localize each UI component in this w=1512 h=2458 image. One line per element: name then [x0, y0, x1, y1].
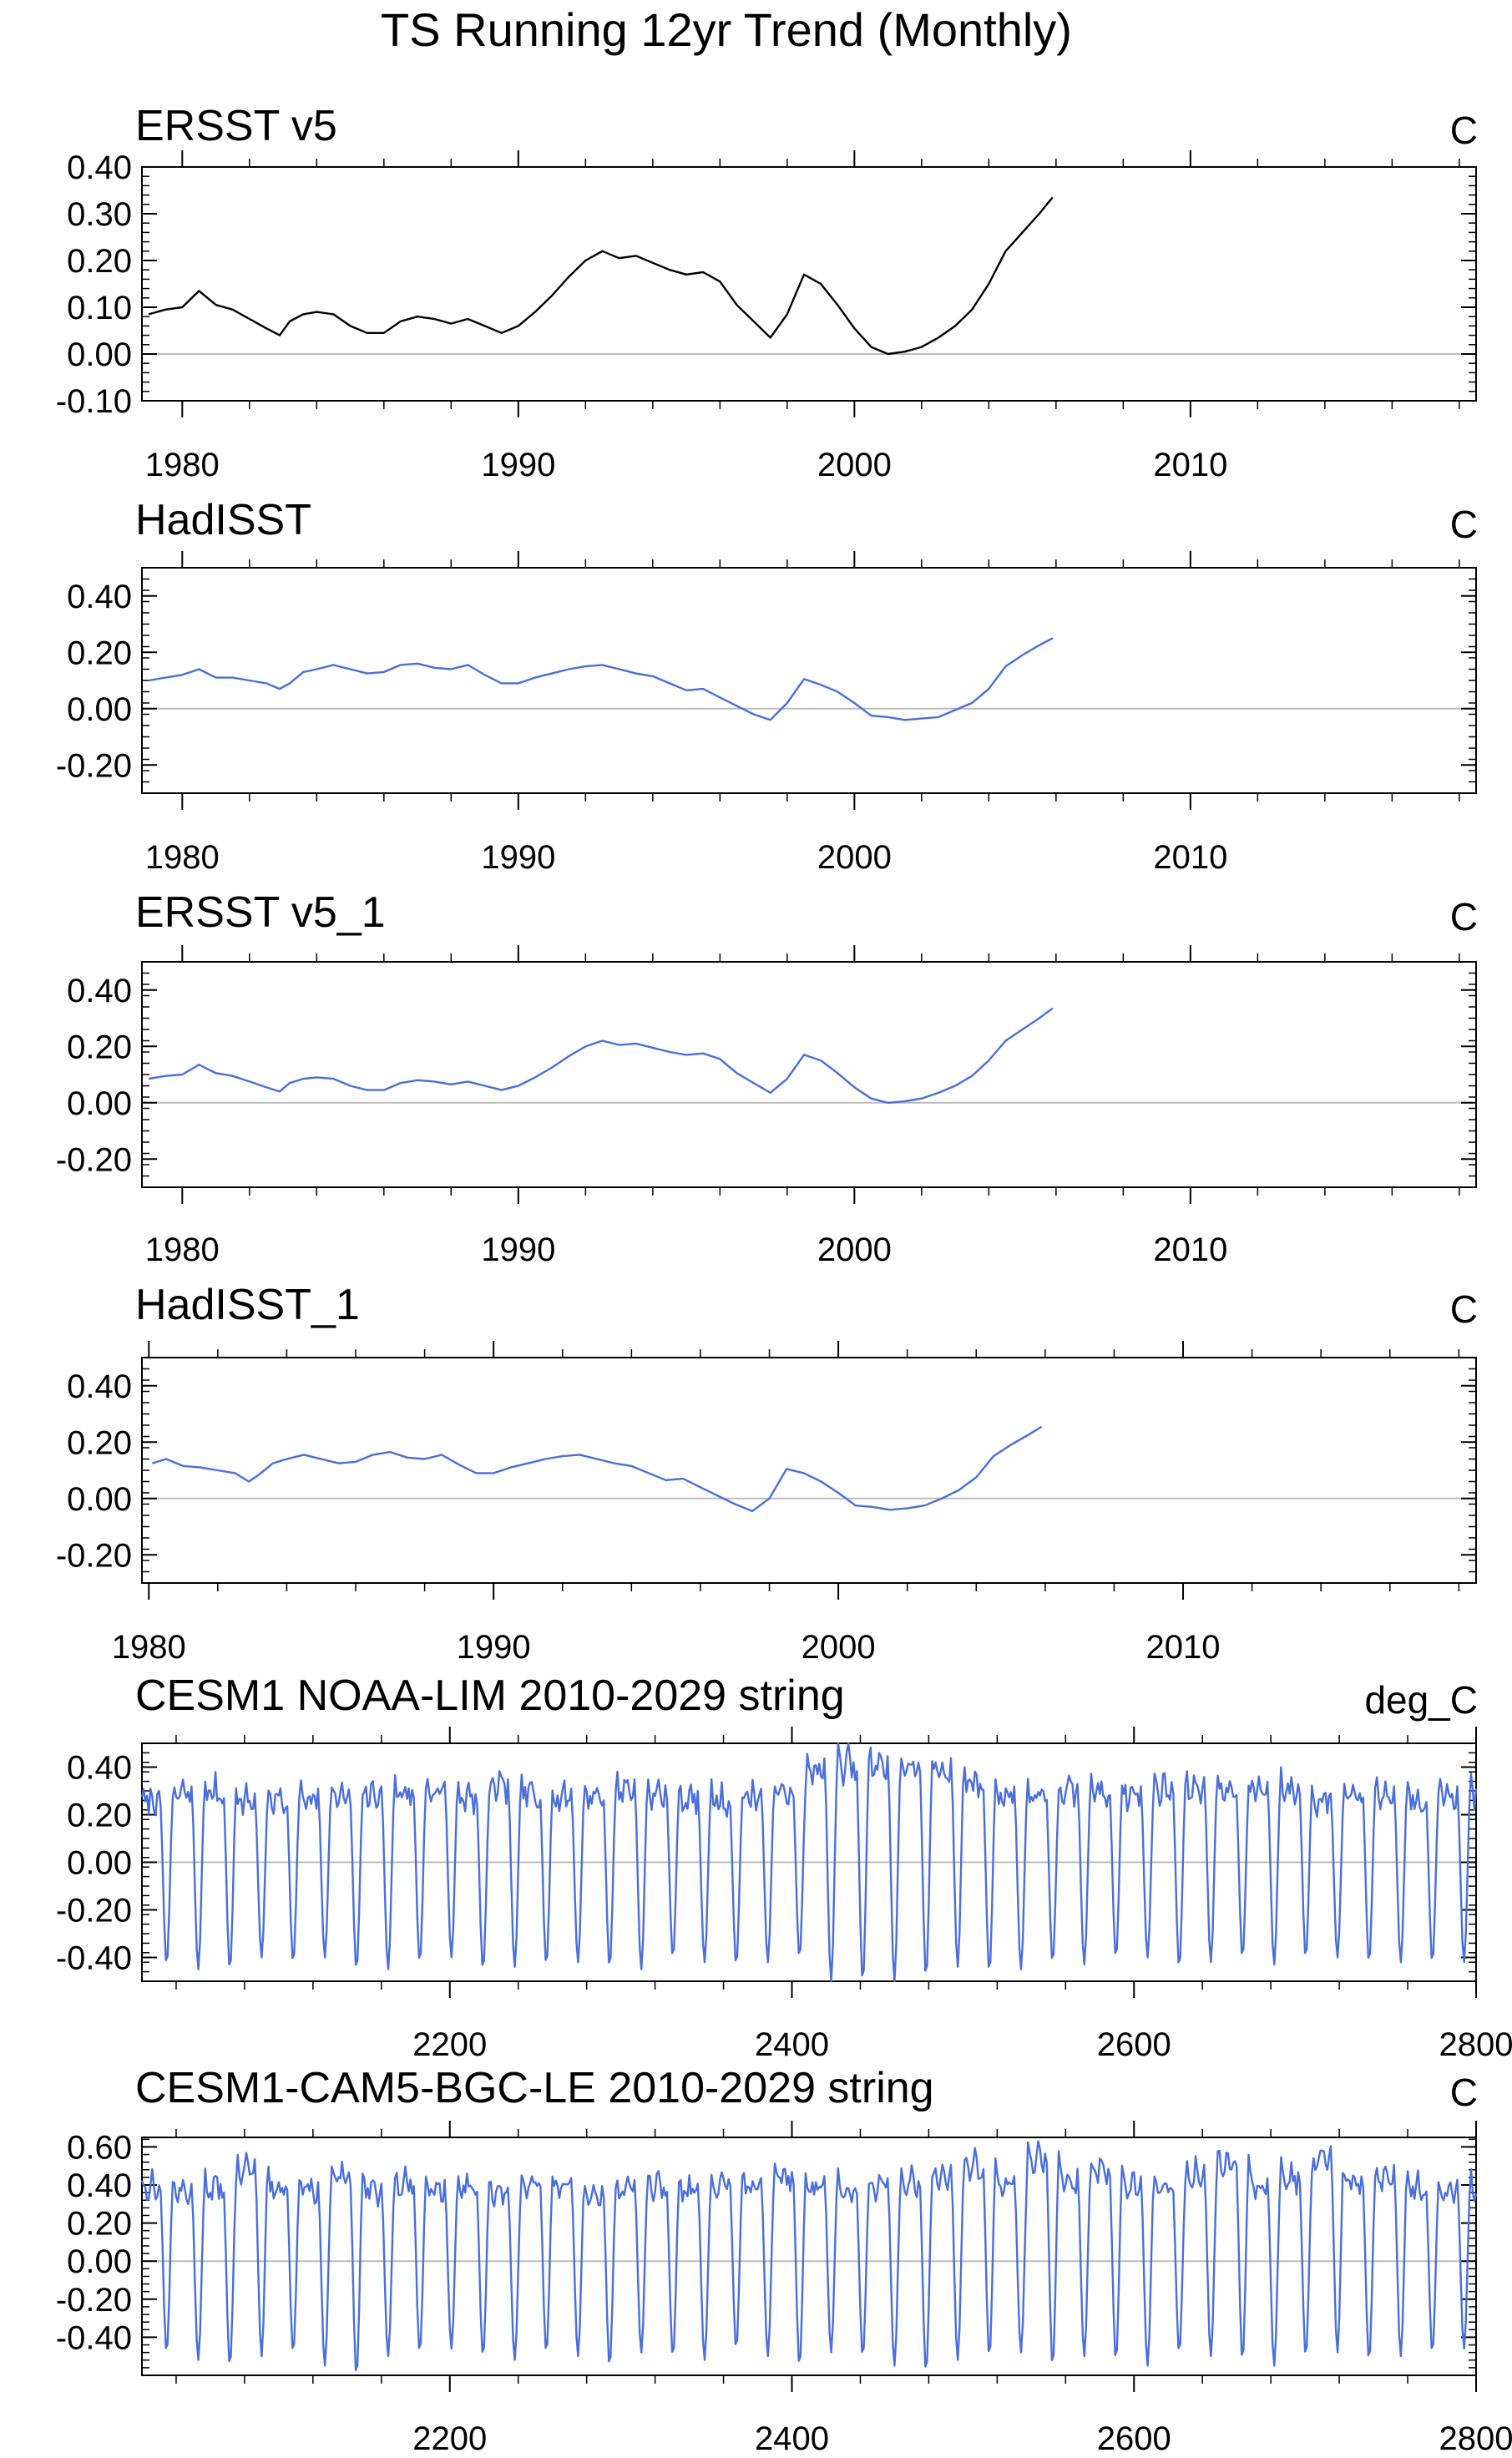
y-tick-label: 0.00 — [67, 336, 132, 373]
panel-units: C — [1450, 503, 1478, 546]
series-line — [148, 1007, 1054, 1104]
y-tick-label: -0.20 — [56, 747, 132, 784]
y-tick-label: -0.20 — [56, 1537, 132, 1574]
x-tick-label: 2600 — [1097, 2026, 1171, 2063]
x-tick-label: 2000 — [802, 1629, 876, 1666]
plot-frame — [141, 2137, 1477, 2376]
y-tick-label: 0.30 — [67, 196, 132, 233]
y-tick-label: -0.40 — [56, 2319, 132, 2356]
axes: -0.10 0.00 0.10 0.20 0.30 0.40 1980 1990 2000 201… — [56, 149, 1477, 483]
x-tick-label: 2400 — [755, 2420, 829, 2457]
x-tick-label: 2200 — [412, 2026, 487, 2063]
y-tick-label: 0.40 — [67, 1750, 132, 1787]
y-tick-label: -0.40 — [56, 1940, 132, 1977]
panel-units: C — [1450, 2071, 1478, 2114]
panel-cesm1-noaa-lim: CESM1 NOAA-LIM 2010-2029 string deg_C -0… — [56, 1672, 1512, 2063]
y-tick-label: 0.40 — [67, 973, 132, 1009]
x-tick-label: 1980 — [145, 1232, 220, 1268]
panel-ersst-v5-1: ERSST v5_1 C -0.20 0.00 0.20 0.40 1980 1990 20… — [56, 888, 1478, 1268]
panel-title: ERSST v5_1 — [135, 888, 386, 937]
panel-ersst-v5: ERSST v5 C -0.10 0.00 0.10 0.20 0.30 0.40 1980… — [56, 102, 1478, 483]
panel-units: C — [1450, 895, 1478, 938]
y-tick-label: 0.20 — [67, 2206, 132, 2243]
y-tick-label: 0.20 — [67, 635, 132, 671]
x-tick-label: 2010 — [1153, 447, 1227, 483]
x-tick-label: 1980 — [112, 1629, 186, 1666]
axes: -0.40 -0.20 0.00 0.20 0.40 2200 2400 2600 2800 — [56, 1727, 1512, 2063]
y-tick-label: 0.40 — [67, 149, 132, 186]
panel-units: C — [1450, 109, 1478, 152]
x-tick-label: 2600 — [1097, 2420, 1171, 2457]
axes: -0.20 0.00 0.20 0.40 1980 1990 2000 2010 — [56, 1341, 1477, 1666]
y-tick-label: 0.00 — [67, 1481, 132, 1518]
series-line — [140, 2140, 1478, 2371]
panel-units: deg_C — [1364, 1678, 1478, 1722]
panel-hadisst-1: HadISST_1 C -0.20 0.00 0.20 0.40 1980 1990 200… — [56, 1281, 1478, 1666]
y-tick-label: 0.40 — [67, 2167, 132, 2204]
y-tick-label: -0.20 — [56, 2282, 132, 2319]
plot-frame — [141, 961, 1477, 1188]
panel-title: HadISST — [135, 496, 311, 544]
panel-cesm1-cam5-bgc-le: CESM1-CAM5-BGC-LE 2010-2029 string C -0.… — [56, 2064, 1512, 2457]
y-tick-label: -0.20 — [56, 1893, 132, 1929]
x-tick-label: 1980 — [145, 447, 220, 483]
y-tick-label: -0.10 — [56, 383, 132, 420]
y-tick-label: 0.00 — [67, 2243, 132, 2280]
x-tick-label: 2010 — [1146, 1629, 1221, 1666]
x-tick-label: 1990 — [481, 1232, 555, 1268]
axes: -0.20 0.00 0.20 0.40 1980 1990 2000 2010 — [56, 945, 1477, 1268]
y-tick-label: 0.00 — [67, 1845, 132, 1882]
panel-title: CESM1-CAM5-BGC-LE 2010-2029 string — [135, 2064, 934, 2112]
series-line — [140, 1742, 1478, 1982]
x-tick-label: 1990 — [481, 447, 555, 483]
series-line — [152, 1425, 1043, 1513]
panel-title: CESM1 NOAA-LIM 2010-2029 string — [135, 1672, 845, 1720]
y-tick-label: 0.10 — [67, 290, 132, 326]
panel-hadisst: HadISST C -0.20 0.00 0.20 0.40 1980 1990 2000 2… — [56, 496, 1478, 876]
series-line — [148, 637, 1054, 721]
x-tick-label: 1990 — [481, 839, 555, 876]
x-tick-label: 2400 — [755, 2026, 829, 2063]
x-tick-label: 2010 — [1153, 839, 1227, 876]
x-tick-label: 2200 — [412, 2420, 487, 2457]
y-tick-label: 0.40 — [67, 579, 132, 615]
y-tick-label: 0.60 — [67, 2129, 132, 2166]
x-tick-label: 2000 — [817, 1232, 892, 1268]
panel-title: HadISST_1 — [135, 1281, 360, 1329]
panel-units: C — [1450, 1287, 1478, 1331]
y-tick-label: -0.20 — [56, 1141, 132, 1178]
x-tick-label: 1990 — [457, 1629, 531, 1666]
x-tick-label: 2000 — [817, 447, 892, 483]
x-tick-label: 1980 — [145, 839, 220, 876]
figure-title: TS Running 12yr Trend (Monthly) — [381, 3, 1072, 56]
plot-frame — [141, 166, 1477, 402]
y-tick-label: 0.00 — [67, 1085, 132, 1122]
y-tick-label: 0.20 — [67, 1798, 132, 1834]
axes: -0.20 0.00 0.20 0.40 1980 1990 2000 2010 — [56, 551, 1477, 876]
y-tick-label: 0.40 — [67, 1368, 132, 1405]
panel-title: ERSST v5 — [135, 102, 337, 150]
series-line — [148, 196, 1054, 356]
y-tick-label: 0.20 — [67, 243, 132, 280]
x-tick-label: 2800 — [1439, 2420, 1512, 2457]
y-tick-label: 0.20 — [67, 1029, 132, 1065]
x-tick-label: 2800 — [1439, 2026, 1512, 2063]
x-tick-label: 2010 — [1153, 1232, 1227, 1268]
axes: -0.40-0.200.000.200.400.60 2200 2400 2600 28… — [56, 2121, 1512, 2457]
y-tick-label: 0.20 — [67, 1424, 132, 1461]
plot-frame — [141, 1357, 1477, 1584]
y-tick-label: 0.00 — [67, 691, 132, 728]
x-tick-label: 2000 — [817, 839, 892, 876]
